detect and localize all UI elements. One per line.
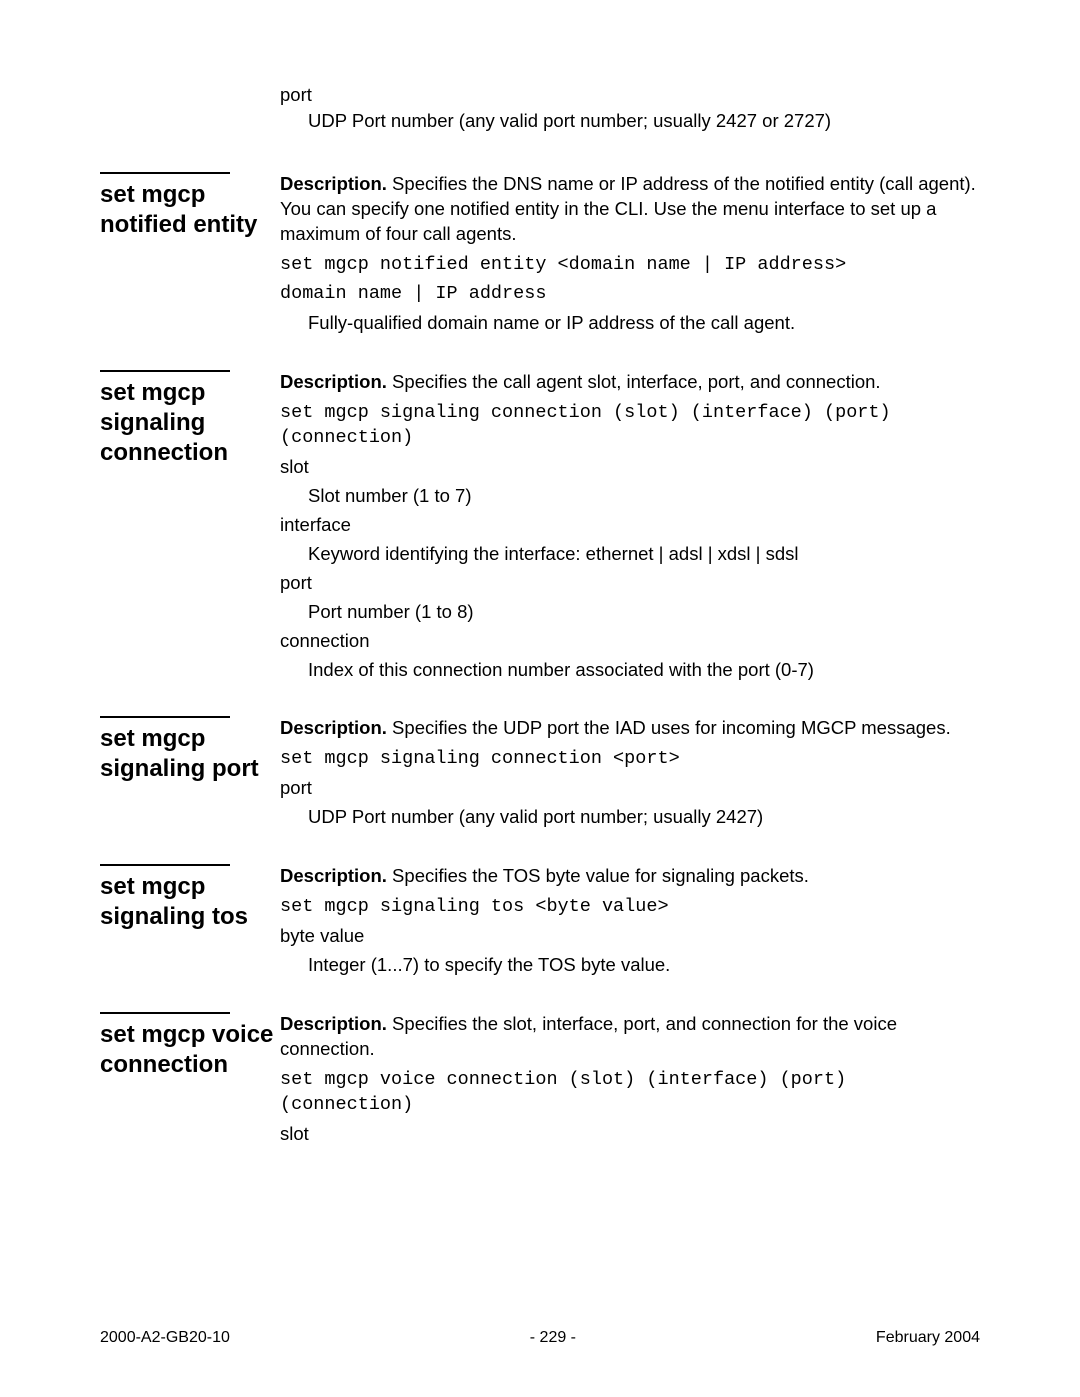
- heading-rule: [100, 370, 230, 372]
- param-desc: UDP Port number (any valid port number; …: [308, 110, 980, 132]
- syntax: set mgcp signaling tos <byte value>: [280, 895, 980, 920]
- param-desc: Slot number (1 to 7): [308, 484, 980, 509]
- right-col: Description. Specifies the UDP port the …: [280, 716, 980, 834]
- param-name: byte value: [280, 924, 980, 949]
- footer-center: - 229 -: [530, 1329, 576, 1347]
- desc-label: Description.: [280, 371, 387, 392]
- heading-rule: [100, 864, 230, 866]
- left-col: set mgcp voice connection: [100, 1012, 280, 1080]
- right-col: Description. Specifies the TOS byte valu…: [280, 864, 980, 982]
- param-desc: Keyword identifying the interface: ether…: [308, 542, 980, 567]
- desc-label: Description.: [280, 173, 387, 194]
- param-name: slot: [280, 455, 980, 480]
- syntax: set mgcp signaling connection <port>: [280, 747, 980, 772]
- param-name: port: [280, 776, 980, 801]
- right-col: Description. Specifies the slot, interfa…: [280, 1012, 980, 1147]
- footer-left: 2000-A2-GB20-10: [100, 1329, 230, 1347]
- left-col: set mgcp signaling connection: [100, 370, 280, 468]
- param-desc: Fully-qualified domain name or IP addres…: [308, 311, 980, 336]
- param-name: slot: [280, 1122, 980, 1147]
- desc-text: Specifies the TOS byte value for signali…: [387, 865, 809, 886]
- right-col: Description. Specifies the call agent sl…: [280, 370, 980, 687]
- section-signaling-connection: set mgcp signaling connection Descriptio…: [100, 370, 980, 687]
- description: Description. Specifies the UDP port the …: [280, 716, 980, 741]
- param-name: port: [280, 571, 980, 596]
- param-desc: Port number (1 to 8): [308, 600, 980, 625]
- description: Description. Specifies the slot, interfa…: [280, 1012, 980, 1062]
- section-notified-entity: set mgcp notified entity Description. Sp…: [100, 172, 980, 340]
- section-heading: set mgcp signaling connection: [100, 378, 280, 468]
- page: port UDP Port number (any valid port num…: [0, 0, 1080, 1397]
- content-area: port UDP Port number (any valid port num…: [100, 84, 980, 1147]
- section-voice-connection: set mgcp voice connection Description. S…: [100, 1012, 980, 1147]
- section-heading: set mgcp voice connection: [100, 1020, 280, 1080]
- heading-rule: [100, 172, 230, 174]
- param-desc: Index of this connection number associat…: [308, 658, 980, 683]
- desc-label: Description.: [280, 865, 387, 886]
- footer-right: February 2004: [876, 1329, 980, 1347]
- right-col: Description. Specifies the DNS name or I…: [280, 172, 980, 340]
- section-signaling-tos: set mgcp signaling tos Description. Spec…: [100, 864, 980, 982]
- description: Description. Specifies the call agent sl…: [280, 370, 980, 395]
- heading-rule: [100, 1012, 230, 1014]
- param-name: port: [280, 84, 980, 106]
- heading-rule: [100, 716, 230, 718]
- section-heading: set mgcp notified entity: [100, 180, 280, 240]
- param-desc: Integer (1...7) to specify the TOS byte …: [308, 953, 980, 978]
- syntax: set mgcp signaling connection (slot) (in…: [280, 401, 980, 451]
- param-name: interface: [280, 513, 980, 538]
- left-col: set mgcp signaling tos: [100, 864, 280, 932]
- section-signaling-port: set mgcp signaling port Description. Spe…: [100, 716, 980, 834]
- description: Description. Specifies the DNS name or I…: [280, 172, 980, 247]
- syntax: set mgcp notified entity <domain name | …: [280, 253, 980, 278]
- desc-text: Specifies the call agent slot, interface…: [387, 371, 881, 392]
- left-col: set mgcp signaling port: [100, 716, 280, 784]
- left-col: set mgcp notified entity: [100, 172, 280, 240]
- param-name-mono: domain name | IP address: [280, 282, 980, 307]
- page-footer: 2000-A2-GB20-10 - 229 - February 2004: [100, 1329, 980, 1347]
- desc-label: Description.: [280, 717, 387, 738]
- param-name: connection: [280, 629, 980, 654]
- desc-text: Specifies the UDP port the IAD uses for …: [387, 717, 951, 738]
- param-desc: UDP Port number (any valid port number; …: [308, 805, 980, 830]
- section-heading: set mgcp signaling tos: [100, 872, 280, 932]
- section-heading: set mgcp signaling port: [100, 724, 280, 784]
- orphan-param: port UDP Port number (any valid port num…: [280, 84, 980, 132]
- syntax: set mgcp voice connection (slot) (interf…: [280, 1068, 980, 1118]
- desc-label: Description.: [280, 1013, 387, 1034]
- description: Description. Specifies the TOS byte valu…: [280, 864, 980, 889]
